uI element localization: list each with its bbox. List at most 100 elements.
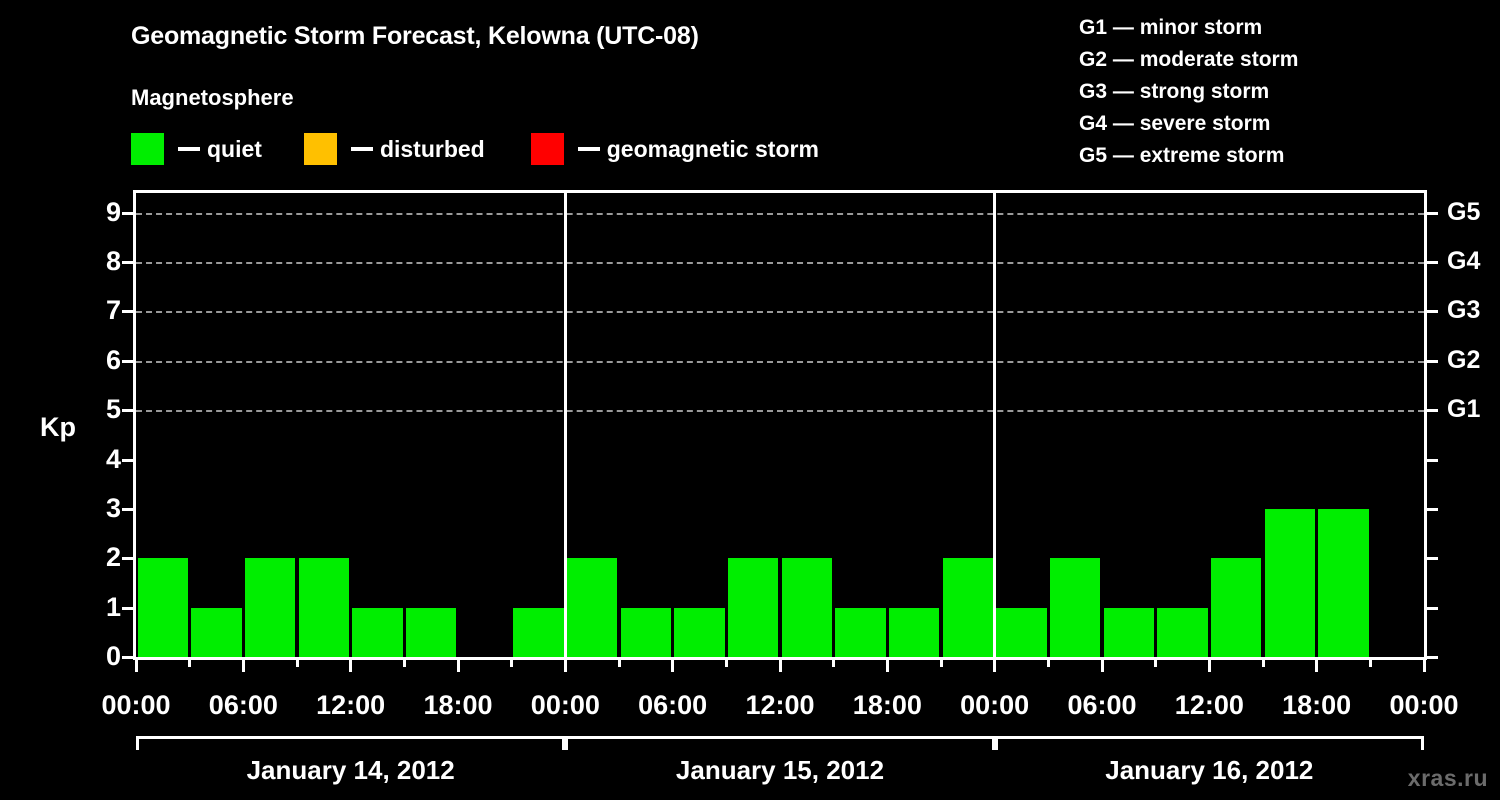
legend-swatch-quiet-icon xyxy=(131,133,164,165)
g-tick-mark xyxy=(1427,606,1438,610)
x-tick-mark-minor xyxy=(402,660,406,667)
y-tick-mark xyxy=(122,507,133,511)
bar xyxy=(942,558,994,657)
x-tick-mark-minor xyxy=(295,660,299,667)
g-tick-mark xyxy=(1427,458,1438,462)
bar xyxy=(298,558,350,657)
bar xyxy=(405,607,457,657)
x-tick-mark-minor xyxy=(617,660,621,667)
y-tick-label-0: 0 xyxy=(105,641,121,671)
y-tick-mark xyxy=(122,656,133,659)
y-tick-label-1: 1 xyxy=(105,591,121,622)
gscale-row-g2: G2 — moderate storm xyxy=(1079,44,1298,76)
x-tick-label: 06:00 xyxy=(208,690,278,720)
gridline-kp-9 xyxy=(136,212,1424,215)
x-tick-mark-major xyxy=(456,660,460,672)
bar xyxy=(137,558,189,657)
g-tick-mark xyxy=(1427,409,1438,413)
y-tick-mark xyxy=(122,409,133,413)
page-title: Geomagnetic Storm Forecast, Kelowna (UTC… xyxy=(131,22,699,50)
legend-label-quiet: quiet xyxy=(207,135,262,162)
legend-item-geomagnetic-storm: geomagnetic storm xyxy=(530,133,819,165)
legend-label-disturbed: disturbed xyxy=(379,135,485,162)
x-tick-mark-major xyxy=(778,660,782,672)
x-tick-mark-major xyxy=(563,660,567,672)
y-tick-label-9: 9 xyxy=(105,196,121,227)
g-tick-mark xyxy=(1427,211,1438,215)
y-tick-label-4: 4 xyxy=(105,443,121,474)
bar xyxy=(566,558,618,657)
x-tick-label: 12:00 xyxy=(1174,690,1244,720)
date-label-day-1: January 14, 2012 xyxy=(246,755,455,785)
y-tick-mark xyxy=(122,359,133,363)
bar xyxy=(244,558,296,657)
legend-swatch-disturbed-icon xyxy=(303,133,337,165)
y-tick-mark xyxy=(122,458,133,462)
gridline-kp-8 xyxy=(136,262,1424,265)
gscale-legend: G1 — minor storm G2 — moderate storm G3 — … xyxy=(1079,12,1298,172)
x-tick-mark-minor xyxy=(724,660,728,667)
x-tick-mark-minor xyxy=(832,660,836,667)
gscale-code: G3 xyxy=(1079,80,1108,103)
x-tick-mark-minor xyxy=(939,660,943,667)
day-divider-1 xyxy=(563,193,567,657)
x-tick-mark-major xyxy=(1100,660,1104,672)
x-tick-mark-major xyxy=(671,660,675,672)
day-bracket-1 xyxy=(136,736,566,750)
gscale-row-g5: G5 — extreme storm xyxy=(1079,140,1298,172)
date-label-day-2: January 15, 2012 xyxy=(675,755,885,785)
x-tick-mark-minor xyxy=(1154,660,1158,667)
y-tick-label-7: 7 xyxy=(105,295,121,326)
bar xyxy=(1210,558,1262,657)
y-tick-mark xyxy=(122,261,133,265)
chart-plot-inner xyxy=(136,193,1424,657)
gridline-kp-5 xyxy=(136,410,1424,413)
gscale-description: minor storm xyxy=(1139,16,1263,39)
g-tick-mark xyxy=(1427,359,1438,363)
gscale-row-g3: G3 — strong storm xyxy=(1079,76,1298,108)
gscale-description: moderate storm xyxy=(1139,48,1299,71)
gscale-code: G2 xyxy=(1079,48,1108,71)
bar xyxy=(1318,508,1369,657)
x-tick-label: 00:00 xyxy=(960,690,1030,720)
x-tick-label: 12:00 xyxy=(745,690,815,720)
x-tick-mark-minor xyxy=(1046,660,1050,667)
legend-label-geomagnetic-storm: geomagnetic storm xyxy=(606,135,819,162)
x-tick-label: 00:00 xyxy=(530,690,600,720)
x-tick-label: 00:00 xyxy=(1389,690,1459,720)
x-tick-label: 18:00 xyxy=(1282,690,1352,720)
x-tick-label: 18:00 xyxy=(423,690,493,720)
legend-swatch-storm-icon xyxy=(530,133,564,165)
x-tick-mark-major xyxy=(1422,660,1426,672)
bar xyxy=(1264,508,1316,657)
gscale-description: severe storm xyxy=(1139,112,1271,135)
x-tick-mark-minor xyxy=(1368,660,1372,667)
gscale-code: G4 xyxy=(1079,112,1108,135)
y-tick-label-6: 6 xyxy=(105,344,121,375)
x-tick-mark-major xyxy=(1315,660,1319,672)
x-tick-mark-major xyxy=(1207,660,1211,672)
bar xyxy=(191,607,242,657)
y-tick-mark xyxy=(122,211,133,215)
bar xyxy=(727,558,779,657)
x-tick-label: 06:00 xyxy=(1067,690,1137,720)
y-tick-mark xyxy=(122,557,133,561)
gridline-kp-6 xyxy=(136,360,1424,363)
bar xyxy=(352,607,403,657)
x-tick-mark-minor xyxy=(510,660,514,667)
g-tick-mark xyxy=(1427,310,1438,314)
chart-plot-area xyxy=(133,190,1427,660)
legend-dash-icon xyxy=(577,147,600,151)
day-divider-2 xyxy=(993,193,997,657)
g-tick-mark xyxy=(1427,261,1438,265)
gscale-description: strong storm xyxy=(1139,80,1270,103)
g-tick-label-g1: G1 xyxy=(1447,395,1481,424)
bar xyxy=(513,607,564,657)
bar xyxy=(1103,607,1155,657)
gscale-separator: — xyxy=(1107,16,1140,39)
bar xyxy=(620,607,672,657)
x-tick-mark-minor xyxy=(1261,660,1265,667)
gscale-separator: — xyxy=(1107,80,1140,103)
legend-item-quiet: quiet xyxy=(131,133,262,165)
bar xyxy=(996,607,1047,657)
